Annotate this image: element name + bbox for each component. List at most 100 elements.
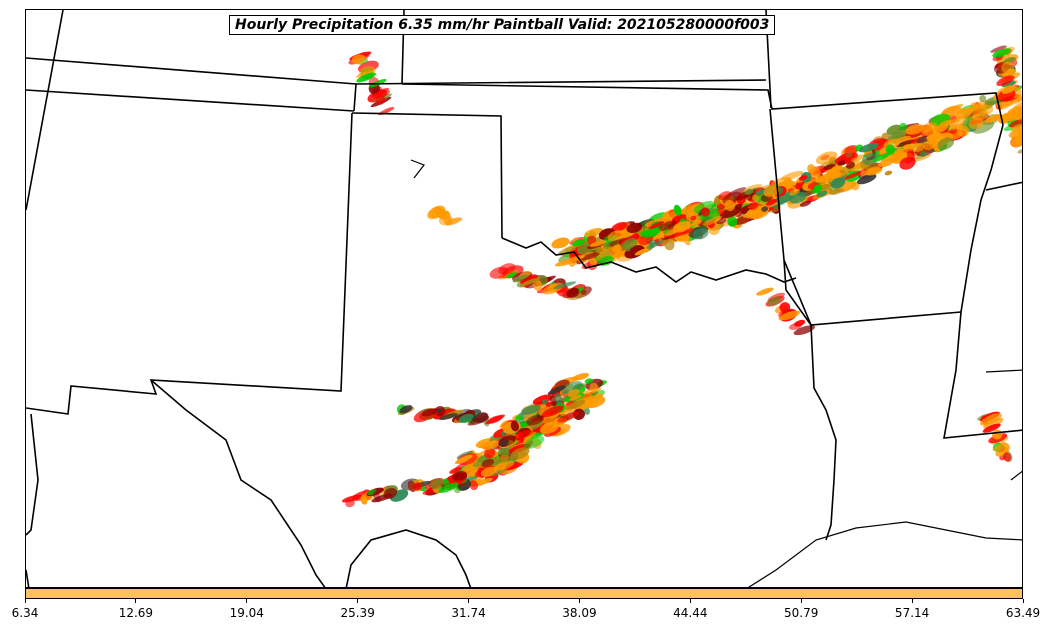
precip-blob xyxy=(372,89,391,99)
precip-blob xyxy=(702,215,723,226)
precip-blob xyxy=(912,143,925,152)
precip-blob xyxy=(938,119,954,127)
colorbar-tick-label: 25.39 xyxy=(340,606,375,620)
precip-blob xyxy=(1008,118,1022,128)
precip-blob xyxy=(355,70,374,78)
us-south-central-map-icon xyxy=(26,10,1022,587)
precip-blob xyxy=(506,272,517,279)
precip-blob xyxy=(561,381,583,395)
precip-blob xyxy=(992,445,1001,452)
precip-blob xyxy=(756,287,774,296)
precip-blob xyxy=(862,152,879,166)
precip-blob xyxy=(479,440,497,448)
precip-blob xyxy=(498,269,518,280)
precip-blob xyxy=(523,435,545,449)
precip-blob xyxy=(673,204,682,216)
precip-blob xyxy=(967,100,990,113)
precip-blob xyxy=(493,460,515,471)
colorbar-tick-label: 6.34 xyxy=(11,606,39,620)
precip-blob xyxy=(744,188,754,195)
precip-blob xyxy=(990,45,1007,53)
colorbar xyxy=(25,588,1023,599)
precip-blob xyxy=(356,72,376,83)
precip-blob xyxy=(724,199,736,212)
precip-blob xyxy=(968,117,984,130)
precip-blob xyxy=(983,417,1004,429)
precip-blob xyxy=(573,408,585,420)
precip-blob xyxy=(690,215,697,221)
precip-blob xyxy=(778,310,801,321)
precip-blob xyxy=(767,296,781,306)
precip-blob xyxy=(807,164,816,174)
precip-blob xyxy=(928,139,937,149)
precip-blob xyxy=(1011,108,1022,119)
precip-blob xyxy=(798,175,808,181)
precip-blob xyxy=(748,201,759,210)
precip-blob xyxy=(581,252,600,261)
precip-blob xyxy=(693,227,709,240)
precip-blob xyxy=(789,189,800,196)
precip-blob xyxy=(499,454,509,463)
precip-blob xyxy=(532,279,543,291)
state-boundaries xyxy=(26,10,1022,587)
precip-blob xyxy=(789,322,802,330)
precip-blob xyxy=(378,106,395,116)
precip-blob xyxy=(1017,148,1022,154)
map-title: Hourly Precipitation 6.35 mm/hr Paintbal… xyxy=(229,15,776,35)
map-panel: Hourly Precipitation 6.35 mm/hr Paintbal… xyxy=(25,9,1023,588)
precip-blob xyxy=(1011,123,1022,132)
colorbar-tick-mark xyxy=(578,599,580,603)
precip-blob xyxy=(920,151,927,157)
precip-blob xyxy=(557,411,579,423)
precip-blob xyxy=(512,274,528,283)
precip-blob xyxy=(589,240,607,247)
precip-blob xyxy=(586,235,597,246)
colorbar-tick-mark xyxy=(24,599,26,603)
precip-blob xyxy=(449,467,462,474)
precip-blob xyxy=(813,184,822,193)
precip-blob xyxy=(905,124,925,135)
precip-blob xyxy=(612,245,623,253)
precip-blob xyxy=(603,242,611,250)
precip-blob xyxy=(942,103,964,115)
precip-blob xyxy=(351,54,366,65)
precip-blob xyxy=(950,117,965,129)
precip-blob xyxy=(996,442,1011,454)
precip-blob xyxy=(1017,139,1022,146)
precip-blob xyxy=(569,394,582,401)
precip-blob xyxy=(956,125,970,137)
precip-blob xyxy=(1001,61,1015,74)
colorbar-tick-mark xyxy=(800,599,802,603)
precip-blob xyxy=(955,107,973,119)
precip-blob xyxy=(480,466,497,477)
precip-blob xyxy=(664,238,675,251)
colorbar-tick-label: 50.79 xyxy=(784,606,819,620)
precip-blob xyxy=(532,394,553,405)
precip-blob xyxy=(430,478,445,490)
precip-blob xyxy=(565,400,586,410)
colorbar-tick-label: 38.09 xyxy=(562,606,597,620)
precip-blob xyxy=(895,139,917,148)
precip-blob xyxy=(752,194,760,203)
precip-blob xyxy=(510,447,530,460)
precip-blob xyxy=(572,239,585,247)
precip-blob xyxy=(1003,452,1012,462)
precip-blob xyxy=(649,221,665,229)
precip-blob xyxy=(498,439,510,448)
precip-blob xyxy=(611,222,628,232)
precip-blob xyxy=(830,169,842,180)
precip-blob xyxy=(727,216,738,227)
precip-blob xyxy=(514,415,523,422)
precip-blob xyxy=(985,113,1002,124)
precip-blob xyxy=(407,480,417,493)
colorbar-tick-mark xyxy=(468,599,470,603)
precip-blob xyxy=(547,385,566,395)
precip-blob xyxy=(360,495,368,505)
precip-blob xyxy=(399,405,413,414)
precip-blob xyxy=(594,393,604,401)
precip-blob xyxy=(820,183,831,191)
precip-blob xyxy=(865,167,883,176)
precip-blob xyxy=(845,161,856,169)
precip-blob xyxy=(513,429,533,440)
precip-blob xyxy=(566,287,580,298)
